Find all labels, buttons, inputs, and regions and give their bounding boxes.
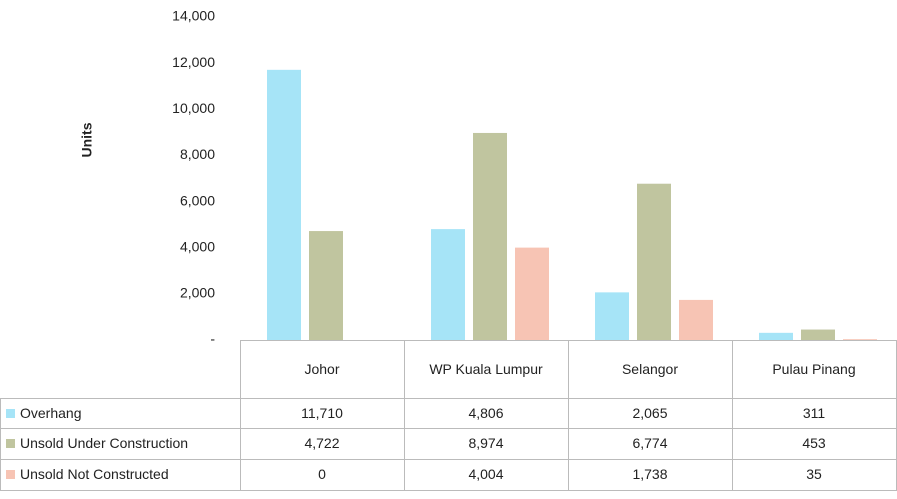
table-border [0, 490, 897, 491]
legend-swatch [6, 408, 15, 418]
bar [595, 292, 629, 340]
legend-label: Unsold Not Constructed [20, 466, 169, 483]
table-value: 453 [802, 435, 826, 452]
bar [801, 329, 835, 340]
table-value: 4,004 [468, 466, 504, 483]
table-border [0, 398, 897, 399]
bar [473, 132, 507, 340]
y-axis-title: Units [79, 122, 95, 157]
legend-label: Overhang [20, 404, 82, 421]
x-tick-label: WP Kuala Lumpur [429, 360, 543, 377]
x-tick-label: Selangor [621, 360, 679, 377]
table-value: 2,065 [632, 404, 668, 421]
bar [267, 69, 301, 341]
y-tick-label: - [210, 331, 215, 347]
table-border [404, 340, 405, 490]
y-tick-label: 4,000 [180, 238, 215, 254]
y-tick-label: 8,000 [180, 146, 215, 162]
table-border [240, 340, 897, 341]
y-tick-label: 10,000 [172, 100, 215, 116]
table-value: 6,774 [632, 435, 668, 452]
table-border [0, 398, 1, 490]
table-value: 311 [802, 404, 826, 421]
table-border [240, 340, 241, 490]
y-tick-label: 6,000 [180, 192, 215, 208]
legend-label: Unsold Under Construction [20, 435, 189, 452]
bar [759, 332, 793, 340]
x-tick-label: Pulau Pinang [772, 360, 856, 377]
table-value: 0 [318, 466, 326, 483]
table-value: 1,738 [632, 466, 668, 483]
table-border [568, 340, 569, 490]
table-border [0, 428, 897, 429]
y-tick-label: 14,000 [172, 8, 215, 24]
x-tick-label: Johor [304, 360, 340, 377]
table-value: 35 [806, 466, 822, 483]
bar [843, 339, 877, 340]
y-tick-label: 2,000 [180, 285, 215, 301]
table-value: 4,722 [304, 435, 340, 452]
legend-swatch [6, 439, 15, 448]
table-value: 4,806 [468, 404, 504, 421]
table-value: 11,710 [301, 404, 343, 421]
table-border [732, 340, 733, 490]
bar [309, 231, 343, 340]
table-border [0, 459, 897, 460]
legend-swatch [6, 470, 15, 479]
table-value: 8,974 [468, 435, 504, 452]
bar [679, 299, 713, 340]
bar [637, 183, 671, 340]
y-tick-label: 12,000 [172, 54, 215, 70]
bar [431, 229, 465, 340]
bar [515, 247, 549, 340]
